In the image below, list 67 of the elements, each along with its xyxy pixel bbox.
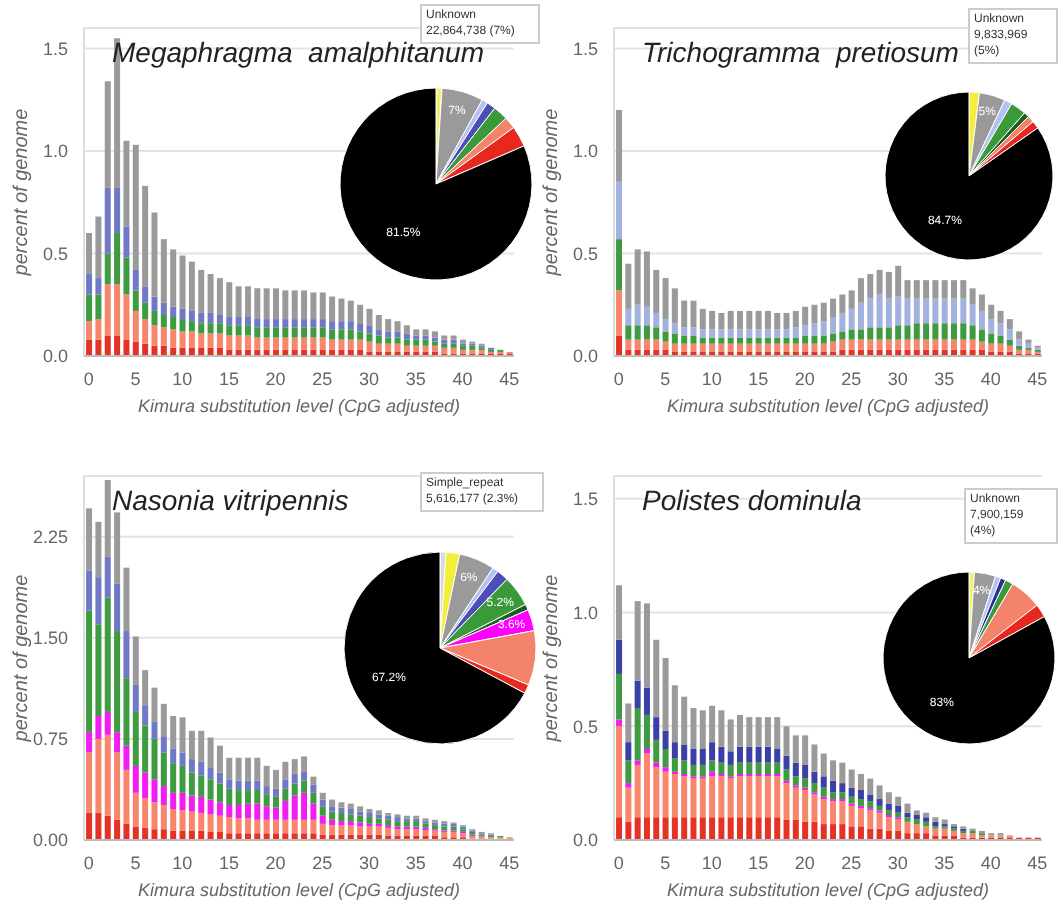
x-tick-label: 15 (218, 852, 239, 873)
x-tick-label: 20 (794, 368, 815, 389)
x-tick-label: 45 (499, 852, 520, 873)
y-tick-label: 1.5 (572, 489, 598, 510)
x-tick-label: 35 (405, 852, 426, 873)
x-tick-label: 0 (83, 368, 94, 389)
x-tick-label: 25 (841, 852, 862, 873)
x-tick-label: 15 (748, 368, 769, 389)
x-tick-label: 10 (701, 368, 722, 389)
x-tick-label: 20 (794, 852, 815, 873)
y-tick-label: 1.0 (42, 141, 68, 162)
y-axis-title: percent of genome (541, 573, 564, 744)
x-tick-label: 35 (934, 852, 955, 873)
x-tick-label: 45 (1027, 368, 1048, 389)
chart-title: Nasonia vitripennis (112, 484, 349, 516)
x-axis-title: Kimura substitution level (CpG adjusted) (666, 396, 990, 416)
x-tick-label: 0 (613, 368, 624, 389)
x-axis-title: Kimura substitution level (CpG adjusted) (137, 880, 461, 900)
y-tick-label: 0.0 (42, 346, 68, 367)
y-tick-label: 0.5 (572, 716, 598, 737)
y-axis-title: percent of genome (11, 107, 34, 278)
y-axis-title: percent of genome (11, 573, 34, 744)
chart-title: Trichogramma pretiosum (642, 36, 959, 68)
y-tick-label: 1.5 (572, 38, 598, 59)
y-tick-label: 1.50 (32, 628, 68, 649)
y-tick-label: 1.0 (572, 602, 598, 623)
x-tick-label: 40 (980, 368, 1001, 389)
x-tick-label: 45 (499, 368, 520, 389)
y-tick-label: 0.75 (32, 729, 68, 750)
x-axis-title: Kimura substitution level (CpG adjusted) (137, 396, 461, 416)
x-tick-label: 40 (452, 368, 473, 389)
y-tick-label: 0.0 (572, 830, 598, 851)
y-axis-title: percent of genome (541, 107, 564, 278)
x-tick-label: 40 (980, 852, 1001, 873)
x-tick-label: 10 (172, 368, 193, 389)
y-tick-label: 2.25 (32, 527, 68, 548)
x-tick-label: 25 (312, 852, 333, 873)
x-tick-label: 5 (660, 368, 671, 389)
x-tick-label: 20 (265, 852, 286, 873)
x-tick-label: 30 (359, 852, 380, 873)
x-tick-label: 45 (1027, 852, 1048, 873)
chart-title: Polistes dominula (642, 484, 862, 516)
x-tick-label: 15 (748, 852, 769, 873)
x-tick-label: 35 (934, 368, 955, 389)
x-tick-label: 25 (841, 368, 862, 389)
y-tick-label: 0.00 (32, 830, 68, 851)
x-tick-label: 5 (130, 368, 141, 389)
x-tick-label: 10 (172, 852, 193, 873)
x-tick-label: 15 (218, 368, 239, 389)
y-tick-label: 0.5 (572, 243, 598, 264)
x-tick-label: 20 (265, 368, 286, 389)
x-tick-label: 0 (83, 852, 94, 873)
y-tick-label: 1.5 (42, 38, 68, 59)
x-tick-label: 30 (887, 852, 908, 873)
x-tick-label: 30 (887, 368, 908, 389)
x-tick-label: 35 (405, 368, 426, 389)
x-tick-label: 10 (701, 852, 722, 873)
y-tick-label: 1.0 (572, 141, 598, 162)
x-tick-label: 5 (660, 852, 671, 873)
x-tick-label: 40 (452, 852, 473, 873)
x-tick-label: 5 (130, 852, 141, 873)
y-tick-label: 0.0 (572, 346, 598, 367)
x-tick-label: 25 (312, 368, 333, 389)
x-tick-label: 0 (613, 852, 624, 873)
y-tick-label: 0.5 (42, 243, 68, 264)
x-tick-label: 30 (359, 368, 380, 389)
x-axis-title: Kimura substitution level (CpG adjusted) (666, 880, 990, 900)
